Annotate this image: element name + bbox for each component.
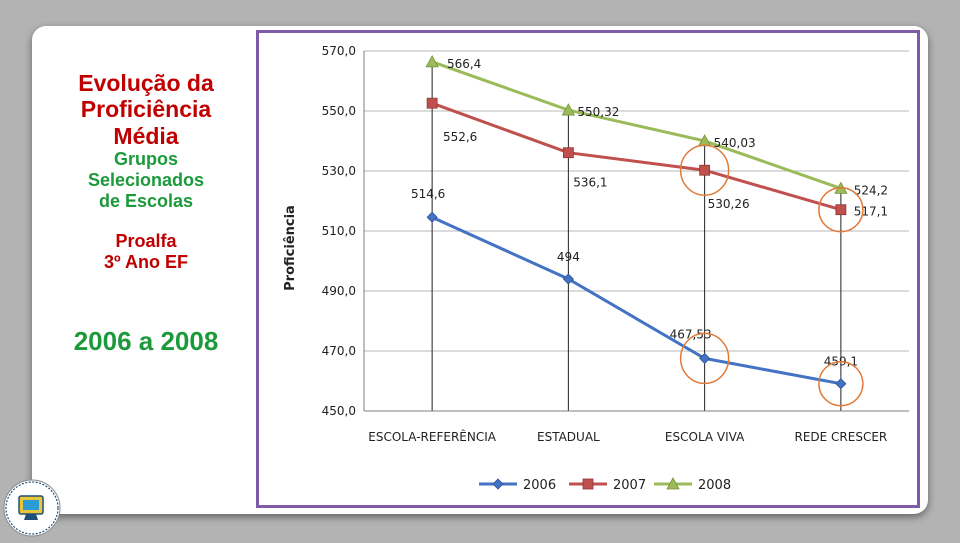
title-line-1: Evolução da [78,70,214,96]
data-point-2006 [699,352,711,364]
data-point-2007 [699,164,711,176]
y-tick-label: 490,0 [322,284,356,298]
x-tick-label: ESTADUAL [537,430,600,444]
data-labels: 514,6494467,53459,1552,6536,1530,26517,1… [411,57,888,369]
legend-marker-2006 [492,478,504,490]
x-tick-label: ESCOLA-REFERÊNCIA [368,429,496,444]
data-point-2006 [562,273,574,285]
x-tick-label: REDE CRESCER [794,430,887,444]
series-line-2006 [431,215,842,386]
data-label-2007: 552,6 [443,130,477,144]
logo [2,478,62,538]
y-tick-label: 530,0 [322,164,356,178]
data-label-2006: 514,6 [411,187,445,201]
data-point-2007 [835,204,847,216]
grade-label: 3º Ano EF [104,252,188,273]
legend-label-2007: 2007 [613,478,646,493]
x-tick-label: ESCOLA VIVA [665,430,745,444]
title-line-3: Média [113,122,179,149]
legend-label-2008: 2008 [698,478,731,493]
subtitle-line-2: Selecionados [87,170,205,190]
series-line-2008 [431,60,842,190]
y-tick-label: 470,0 [322,344,356,358]
data-point-2006 [835,378,847,390]
highlight-circle [679,144,730,196]
data-point-2007 [426,97,438,109]
years-label: 2006 a 2008 [73,325,219,356]
program-label: Proalfa [115,231,177,252]
highlight-circle [818,360,864,407]
y-tick-label: 510,0 [322,224,356,238]
title-panel: Evolução da Proficiência Média Grupos Se… [36,70,256,357]
data-point-2007 [562,147,574,159]
data-point-2008 [425,54,439,68]
legend-label-2006: 2006 [523,478,556,493]
subtitle-line-3: de Escolas [98,190,194,211]
y-tick-label: 550,0 [322,104,356,118]
line-chart: 450,0 470,0 490,0 510,0 530,0 550,0 570,0 ESCOL… [283,44,909,493]
series [425,54,848,390]
data-label-2006: 494 [557,250,580,264]
legend-marker-2007 [582,478,594,490]
subtitle-line-1: Grupos [113,149,178,170]
data-label-2007: 530,26 [708,197,750,211]
gridlines [364,50,909,412]
highlight-circle [679,332,730,385]
data-label-2007: 517,1 [854,205,888,219]
legend: 2006 2007 2008 [479,477,731,493]
highlight-circles [679,144,864,407]
legend-marker-2008 [666,477,680,490]
data-label-2008: 566,4 [447,57,481,71]
chart-frame: 450,0 470,0 490,0 510,0 530,0 550,0 570,0 ESCOL… [256,30,920,508]
series-line-2007 [431,101,842,212]
highlight-circle [818,186,864,233]
data-point-2006 [426,211,438,223]
y-tick-label: 570,0 [322,44,356,58]
y-axis-label: Proficiência [283,205,298,291]
logo-emblem-icon [3,479,61,537]
data-label-2008: 540,03 [714,136,756,150]
title-line-2: Proficiência [80,96,212,123]
data-label-2007: 536,1 [573,176,607,190]
data-label-2008: 524,2 [854,183,888,197]
data-label-2008: 550,32 [577,105,619,119]
data-label-2006: 467,53 [670,327,712,341]
y-tick-label: 450,0 [322,404,356,418]
axes: 450,0 470,0 490,0 510,0 530,0 550,0 570,0 ESCOL… [322,44,909,444]
data-point-2008 [561,103,576,116]
